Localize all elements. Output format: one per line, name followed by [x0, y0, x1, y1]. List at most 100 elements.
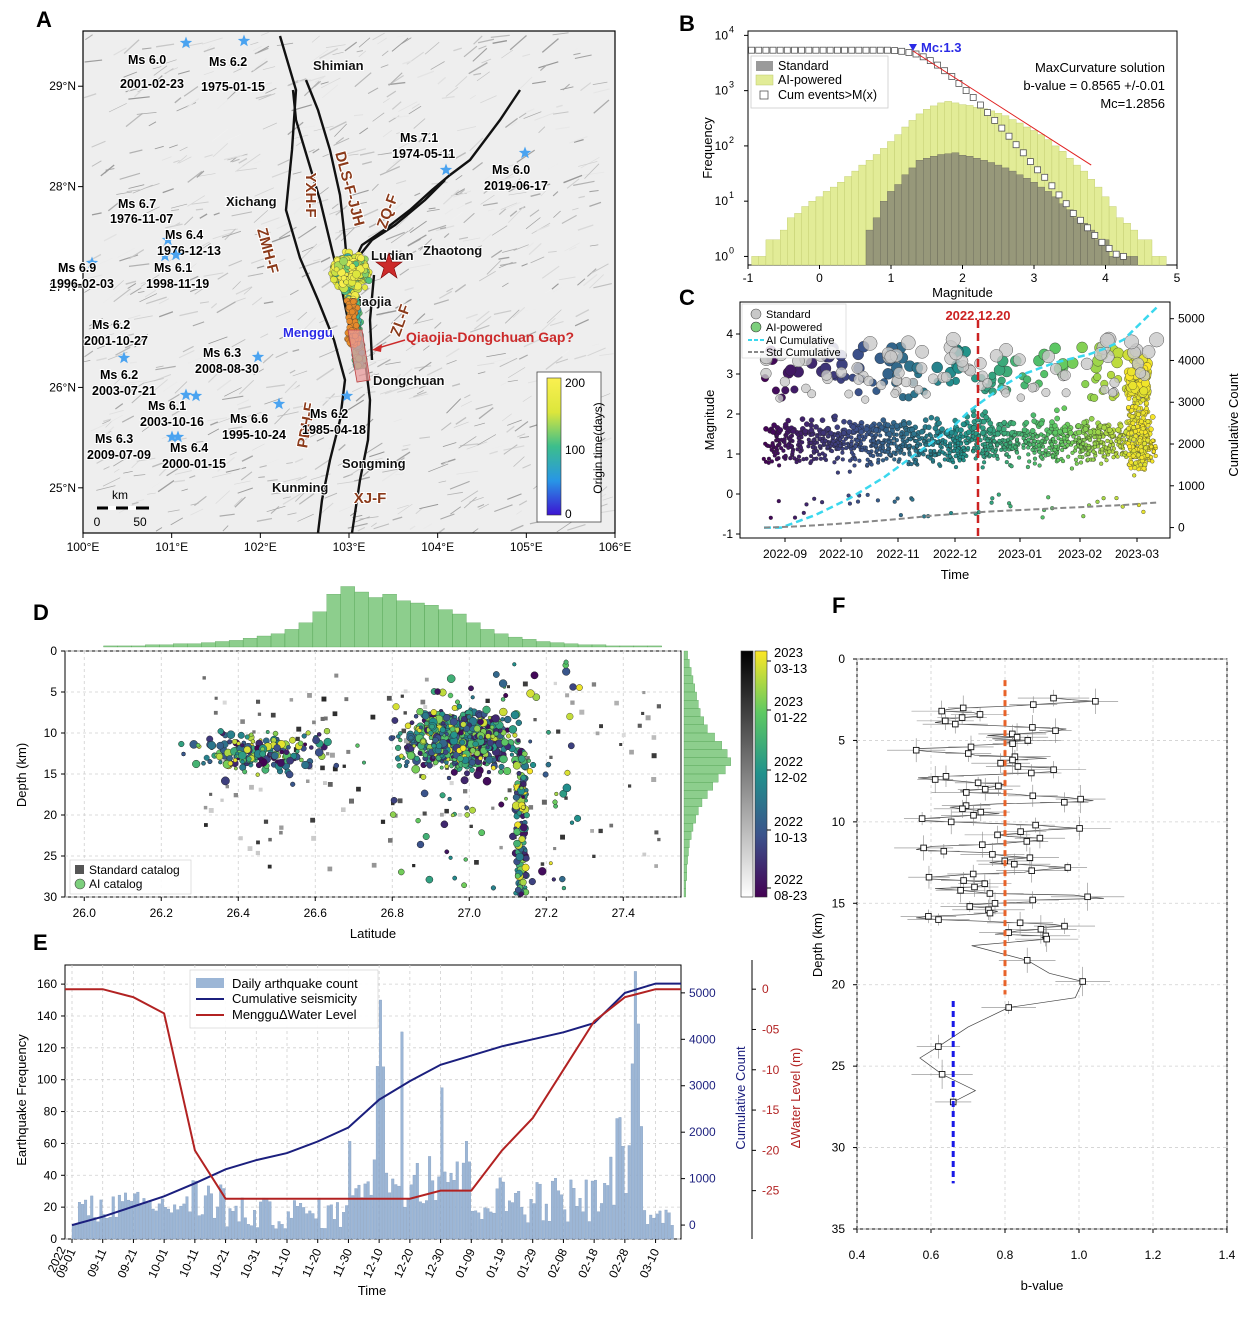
ai-event	[892, 457, 897, 462]
cumulative-marker	[905, 49, 913, 56]
relief-stroke	[212, 142, 229, 158]
ai-event	[1108, 439, 1113, 444]
standard-event	[642, 691, 646, 695]
ai-event	[900, 442, 905, 447]
ai-histogram-bar	[787, 217, 795, 266]
relief-stroke	[282, 496, 291, 499]
relief-stroke	[225, 467, 247, 473]
standard-event	[458, 813, 462, 817]
relief-stroke	[171, 409, 182, 416]
relief-stroke	[91, 212, 102, 216]
ai-event	[1142, 462, 1148, 467]
relief-stroke	[253, 209, 269, 223]
relief-stroke	[293, 202, 306, 215]
relief-stroke	[472, 161, 483, 171]
lon-tick-label: 105°E	[510, 540, 543, 554]
relief-stroke	[359, 151, 375, 156]
standard-event	[1041, 350, 1055, 364]
event-date: 2003-10-16	[140, 415, 204, 429]
relief-stroke	[445, 153, 453, 157]
ai-event	[1025, 464, 1030, 470]
relief-stroke	[115, 346, 131, 356]
standard-event	[403, 711, 407, 715]
relief-stroke	[360, 49, 374, 58]
ai-event	[1140, 426, 1146, 431]
relief-stroke	[210, 302, 218, 309]
relief-stroke	[276, 42, 294, 46]
ai-event	[952, 438, 958, 443]
relief-stroke	[443, 233, 450, 239]
ai-event	[1078, 460, 1084, 465]
relief-stroke	[287, 512, 297, 516]
relief-stroke	[371, 183, 379, 191]
relief-stroke	[87, 253, 102, 262]
ai-event	[1008, 436, 1013, 441]
ai-event	[903, 430, 910, 437]
relief-stroke	[193, 242, 211, 255]
epicenter	[349, 308, 356, 316]
relief-stroke	[388, 72, 403, 86]
standard-event	[263, 819, 269, 824]
relief-stroke	[453, 421, 469, 428]
ai-event	[1037, 449, 1042, 454]
relief-stroke	[131, 451, 142, 459]
ai-event	[930, 458, 935, 463]
relief-stroke	[348, 153, 359, 156]
depth-histogram-bar	[683, 790, 708, 799]
ai-event	[1030, 433, 1035, 438]
relief-stroke	[545, 356, 563, 371]
ai-histogram-bar	[780, 229, 788, 266]
ai-event	[1139, 419, 1144, 424]
fault-trace	[368, 274, 376, 361]
ai-event	[960, 434, 965, 439]
relief-texture	[83, 31, 615, 534]
y-tick-exponent: 1	[729, 190, 734, 200]
relief-stroke	[572, 207, 579, 211]
relief-stroke	[231, 158, 240, 163]
relief-stroke	[208, 336, 228, 345]
relief-stroke	[444, 208, 454, 215]
cumulative-marker	[855, 46, 863, 54]
standard-event	[310, 817, 315, 823]
ai-event	[1037, 463, 1042, 468]
relief-stroke	[536, 224, 550, 232]
standard-event	[599, 724, 603, 729]
depth-histogram-bar	[683, 823, 694, 832]
solution-bvalue: b-value = 0.8565 +/-0.01	[1023, 78, 1165, 93]
relief-stroke	[523, 111, 542, 119]
ai-event	[1069, 466, 1074, 471]
relief-stroke	[124, 343, 134, 349]
relief-stroke	[170, 517, 184, 526]
ai-event	[940, 450, 945, 455]
relief-stroke	[316, 437, 325, 442]
lon-tick-label: 106°E	[599, 540, 632, 554]
ai-event	[880, 417, 887, 423]
relief-stroke	[204, 154, 213, 158]
relief-stroke	[414, 313, 426, 324]
relief-stroke	[400, 334, 413, 346]
relief-stroke	[217, 456, 235, 472]
standard-event	[327, 782, 333, 787]
relief-stroke	[419, 238, 433, 251]
standard-event	[279, 830, 283, 835]
ai-event	[907, 452, 912, 457]
relief-stroke	[555, 358, 569, 364]
relief-stroke	[362, 161, 372, 165]
relief-stroke	[174, 470, 192, 475]
relief-stroke	[489, 450, 498, 455]
ai-event	[774, 446, 779, 451]
scale-bar-segment	[108, 506, 116, 510]
relief-stroke	[555, 126, 570, 130]
relief-stroke	[541, 317, 556, 331]
standard-event	[862, 336, 878, 351]
y-tick-label: 10	[715, 84, 729, 98]
ai-event	[826, 433, 831, 438]
y2-tick-label: 4000	[1178, 353, 1205, 367]
relief-stroke	[181, 488, 188, 492]
relief-stroke	[547, 250, 557, 253]
standard-event	[403, 689, 408, 694]
ai-event	[858, 441, 864, 446]
relief-stroke	[286, 462, 293, 465]
ai-event	[1129, 430, 1134, 436]
